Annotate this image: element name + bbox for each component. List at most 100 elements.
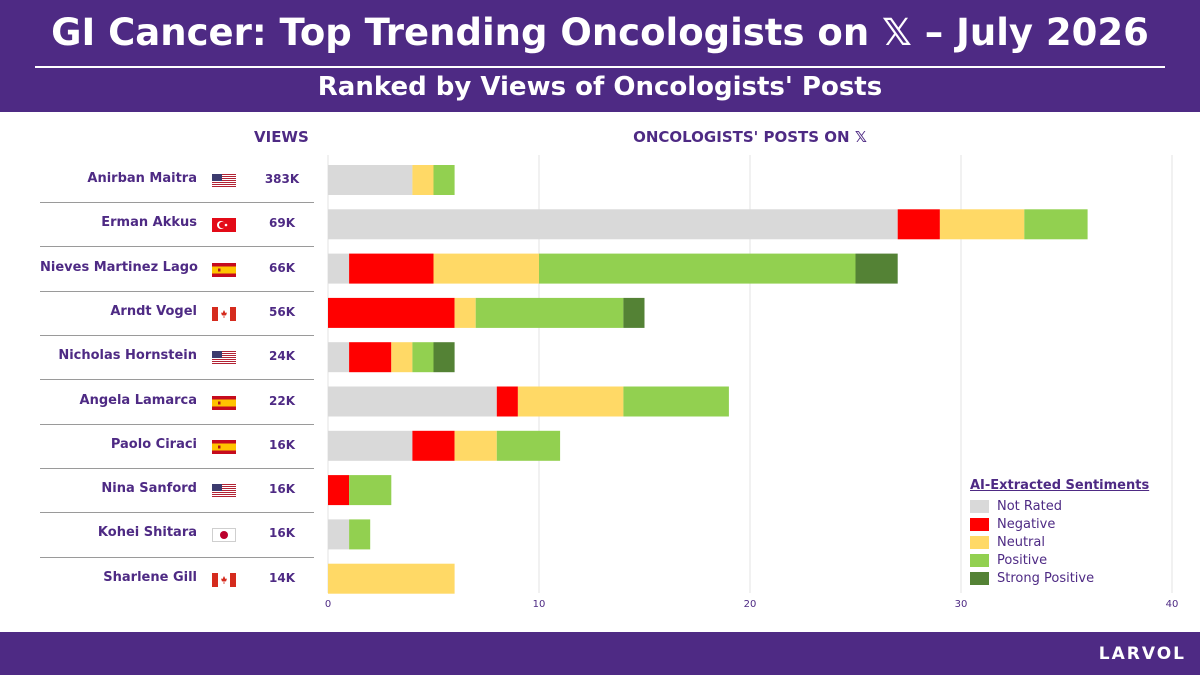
oncologist-name: Nieves Martinez Lago — [40, 259, 198, 275]
sentiment-legend: AI-Extracted Sentiments Not Rated Negativ… — [970, 478, 1149, 587]
bar-segment-positive — [539, 253, 856, 284]
bar-segment-positive — [433, 165, 455, 195]
japan-flag-icon — [212, 527, 236, 546]
row-separator — [40, 202, 314, 203]
larvol-logo: LARVOL — [1098, 644, 1186, 664]
turkey-flag-icon — [212, 217, 236, 236]
bar-segment-not-rated — [328, 386, 497, 417]
row-separator — [40, 246, 314, 247]
legend-entry: Positive — [970, 551, 1149, 569]
posts-column-header: ONCOLOGISTS' POSTS ON 𝕏 — [633, 128, 867, 146]
canada-flag-icon — [212, 572, 236, 591]
views-value: 24K — [269, 349, 295, 364]
views-value: 56K — [269, 304, 295, 319]
bar-segment-negative — [349, 342, 392, 373]
bar-segment-neutral — [454, 297, 476, 328]
oncologist-name: Nina Sanford — [101, 481, 197, 497]
bar-segment-negative — [897, 209, 940, 240]
oncologist-name: Angela Lamarca — [79, 392, 197, 408]
row-separator — [40, 424, 314, 425]
legend-entry: Strong Positive — [970, 569, 1149, 587]
canada-flag-icon — [212, 306, 236, 325]
spain-flag-icon — [212, 395, 236, 414]
row-separator — [40, 335, 314, 336]
bar-segment-neutral — [412, 165, 434, 195]
bar-segment-positive — [349, 519, 371, 550]
bar-segment-neutral — [391, 342, 413, 373]
us-flag-icon — [212, 350, 236, 369]
bar-segment-neutral — [454, 430, 497, 461]
views-value: 69K — [269, 216, 295, 231]
bar-segment-positive — [496, 430, 561, 461]
bar-segment-positive — [623, 386, 729, 417]
footer-banner: LARVOL — [0, 632, 1200, 675]
legend-swatch — [970, 571, 989, 585]
x-tick-label: 20 — [744, 599, 757, 610]
x-tick-label: 10 — [533, 599, 546, 610]
bar-segment-positive — [475, 297, 624, 328]
oncologist-name: Erman Akkus — [101, 215, 197, 231]
oncologist-name: Anirban Maitra — [87, 171, 197, 186]
bar-segment-not-rated — [328, 165, 413, 195]
bar-segment-negative — [328, 475, 350, 506]
bar-segment-not-rated — [328, 342, 350, 373]
oncologist-name: Nicholas Hornstein — [58, 348, 197, 364]
row-separator — [40, 291, 314, 292]
legend-label: Positive — [997, 552, 1048, 568]
bar-segment-negative — [496, 386, 518, 417]
legend-title: AI-Extracted Sentiments — [970, 478, 1150, 493]
views-value: 14K — [269, 570, 295, 585]
x-tick-label: 0 — [325, 599, 331, 610]
views-value: 16K — [269, 526, 295, 541]
legend-entry: Negative — [970, 515, 1149, 533]
page-subtitle: Ranked by Views of Oncologists' Posts — [317, 72, 883, 102]
legend-swatch — [970, 553, 989, 567]
legend-label: Not Rated — [997, 498, 1062, 514]
bar-segment-negative — [412, 430, 455, 461]
oncologist-name: Paolo Ciraci — [110, 436, 197, 452]
legend-entry: Neutral — [970, 533, 1149, 551]
title-divider — [35, 66, 1165, 68]
legend-label: Negative — [997, 516, 1056, 532]
oncologist-name: Arndt Vogel — [110, 303, 197, 319]
views-value: 383K — [264, 172, 300, 186]
bar-segment-positive — [1024, 209, 1088, 240]
bar-segment-neutral — [517, 386, 624, 417]
views-value: 66K — [269, 260, 295, 275]
legend-swatch — [970, 517, 989, 531]
bar-segment-strong-positive — [855, 253, 898, 284]
bar-segment-strong-positive — [623, 297, 645, 328]
legend-label: Neutral — [997, 534, 1045, 550]
bar-segment-neutral — [433, 253, 539, 284]
row-separator — [40, 512, 314, 513]
page-title: GI Cancer: Top Trending Oncologists on 𝕏… — [51, 11, 1149, 54]
bar-segment-not-rated — [328, 430, 413, 461]
bar-segment-not-rated — [328, 519, 350, 550]
views-value: 16K — [269, 482, 295, 497]
bar-segment-positive — [349, 475, 392, 506]
spain-flag-icon — [212, 439, 236, 458]
row-separator — [40, 557, 314, 558]
row-separator — [40, 379, 314, 380]
x-tick-label: 30 — [955, 599, 968, 610]
header-banner: GI Cancer: Top Trending Oncologists on 𝕏… — [0, 0, 1200, 112]
legend-swatch — [970, 535, 989, 549]
bar-segment-positive — [412, 342, 434, 373]
spain-flag-icon — [212, 262, 236, 281]
bar-segment-neutral — [328, 563, 455, 594]
views-value: 22K — [269, 393, 295, 408]
oncologist-name: Kohei Shitara — [97, 525, 197, 541]
views-value: 16K — [269, 437, 295, 452]
views-column-header: VIEWS — [254, 128, 309, 146]
bar-segment-not-rated — [328, 209, 898, 240]
us-flag-icon — [212, 483, 236, 502]
oncologist-name: Sharlene Gill — [103, 569, 197, 585]
bar-segment-not-rated — [328, 253, 350, 284]
row-separator — [40, 468, 314, 469]
bar-segment-negative — [328, 297, 455, 328]
bar-segment-negative — [349, 253, 434, 284]
legend-entry: Not Rated — [970, 497, 1149, 515]
bar-segment-strong-positive — [433, 342, 455, 373]
x-tick-label: 40 — [1166, 599, 1179, 610]
bar-segment-neutral — [939, 209, 1025, 240]
